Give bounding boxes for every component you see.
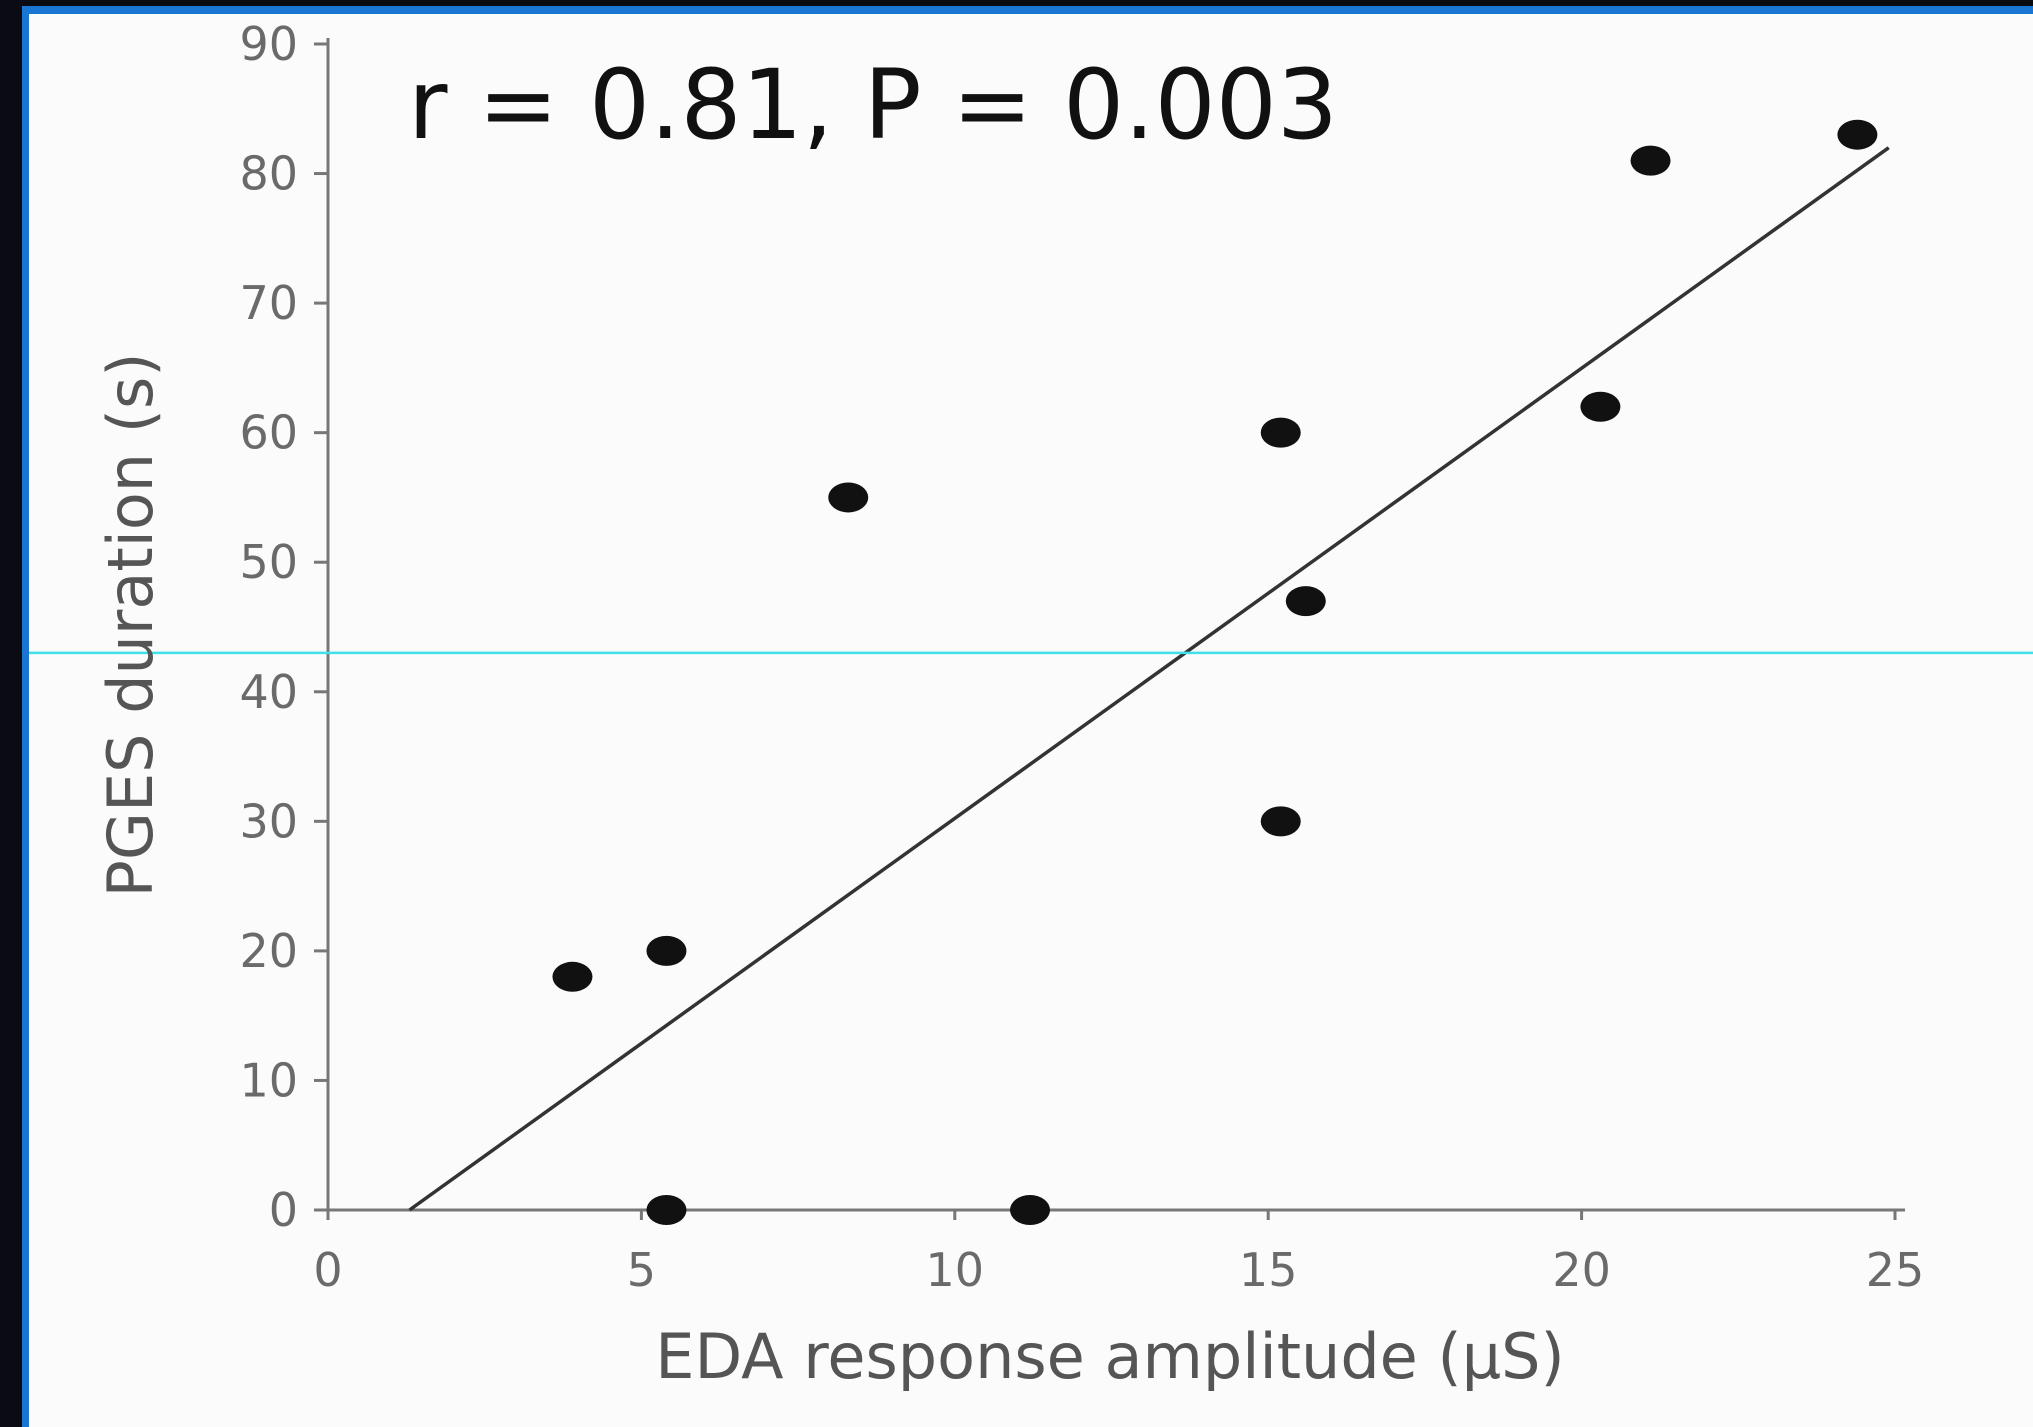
- y-tick-label: 60: [239, 406, 298, 460]
- y-tick-label: 70: [239, 276, 298, 330]
- data-point: [1837, 119, 1878, 150]
- data-point: [552, 961, 593, 992]
- y-axis-title: PGES duration (s): [94, 353, 167, 898]
- y-tick-label: 30: [239, 794, 298, 848]
- data-point: [1260, 417, 1301, 448]
- y-axis-ticks: 0 10 20 30 40 50 60 70 80 90: [239, 17, 328, 1237]
- data-point: [1630, 145, 1671, 176]
- x-tick-label: 20: [1552, 1243, 1611, 1297]
- regression-line-group: [408, 146, 1890, 1212]
- chart-panel: [29, 14, 2033, 1427]
- axes: [326, 38, 1905, 1212]
- x-tick-label: 0: [313, 1243, 342, 1297]
- regression-line: [408, 146, 1890, 1212]
- x-tick-label: 5: [627, 1243, 656, 1297]
- data-point: [1580, 391, 1621, 422]
- y-tick-label: 90: [239, 17, 298, 71]
- x-tick-label: 25: [1866, 1243, 1925, 1297]
- x-axis-title: EDA response amplitude (μS): [655, 1320, 1564, 1393]
- data-points: [552, 119, 1878, 1225]
- x-tick-label: 15: [1239, 1243, 1298, 1297]
- y-tick-label: 10: [239, 1053, 298, 1107]
- y-tick-label: 20: [239, 924, 298, 978]
- y-tick-label: 40: [239, 665, 298, 719]
- data-point: [1285, 586, 1326, 617]
- data-point: [646, 935, 687, 966]
- data-point: [828, 482, 869, 513]
- x-axis-ticks: 0 5 10 15 20 25: [313, 1210, 1924, 1297]
- data-point: [1260, 806, 1301, 837]
- data-point: [1010, 1195, 1051, 1225]
- data-point: [646, 1195, 687, 1225]
- y-tick-label: 50: [239, 535, 298, 589]
- y-tick-label: 80: [239, 147, 298, 201]
- correlation-annotation: r = 0.81, P = 0.003: [408, 49, 1338, 161]
- x-tick-label: 10: [926, 1243, 985, 1297]
- y-tick-label: 0: [269, 1183, 298, 1237]
